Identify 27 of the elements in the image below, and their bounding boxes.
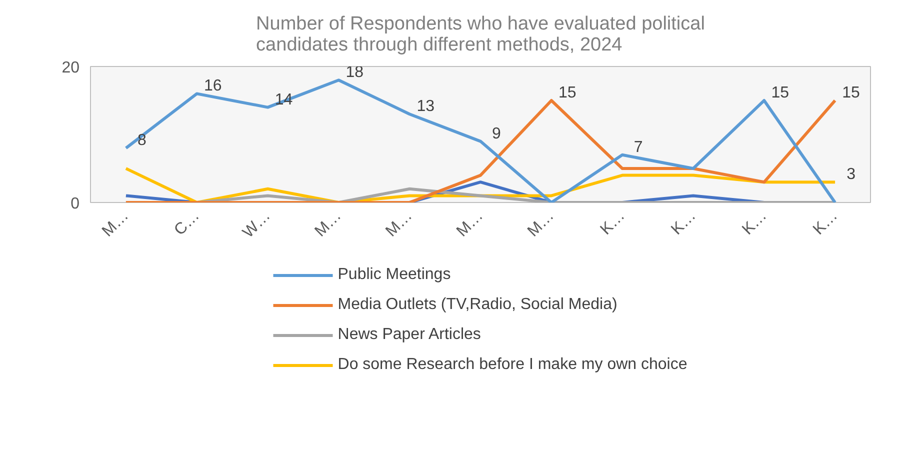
legend-label: Do some Research before I make my own choice: [338, 356, 688, 374]
x-tick-label: M…: [99, 207, 132, 240]
x-tick-label: W…: [240, 207, 274, 242]
legend-label: Media Outlets (TV,Radio, Social Media): [338, 296, 618, 314]
data-label: 13: [416, 98, 435, 116]
x-tick-label: M…: [524, 207, 558, 240]
x-tick-label: K…: [810, 207, 842, 238]
chart-title: Number of Respondents who have evaluated political candidates through different methods, 2024: [256, 14, 705, 56]
data-label: 16: [204, 78, 222, 95]
x-tick-label: K…: [597, 207, 628, 238]
x-tick-label: C…: [171, 207, 203, 239]
x-tick-label: K…: [668, 207, 700, 238]
x-tick-label: K…: [739, 207, 770, 238]
x-tick-label: M…: [312, 207, 345, 240]
data-label: 7: [634, 138, 643, 156]
data-label: 15: [771, 84, 790, 102]
data-label: 15: [842, 84, 860, 102]
y-tick-label: 20: [62, 60, 80, 76]
x-tick-label: M…: [454, 207, 487, 240]
legend-label: Public Meetings: [338, 266, 451, 284]
x-tick-label: M…: [382, 207, 416, 240]
data-label: 8: [138, 132, 147, 150]
legend-label: News Paper Articles: [338, 326, 481, 344]
data-label: 9: [492, 125, 502, 142]
data-label: 15: [558, 84, 576, 102]
y-tick-label: 0: [70, 196, 80, 212]
data-label: 3: [846, 166, 856, 184]
